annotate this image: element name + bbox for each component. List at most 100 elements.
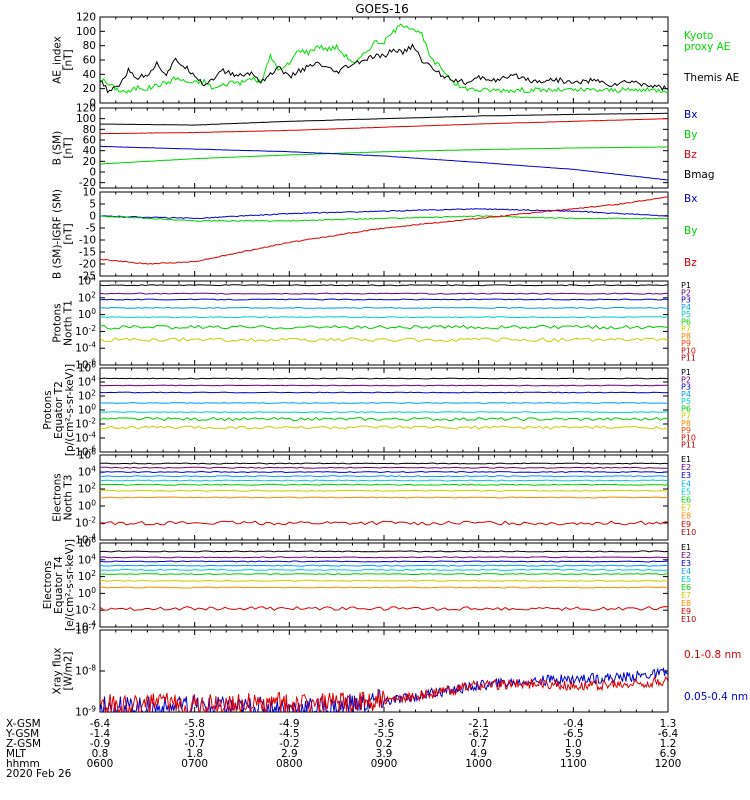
channel-label: E10 — [681, 528, 696, 537]
channel-label: E8 — [681, 512, 691, 521]
series-line-e6 — [100, 483, 668, 486]
series-line-p3 — [100, 391, 668, 394]
channel-label: P8 — [681, 332, 691, 341]
ephemeris-value: -0.7 — [184, 738, 205, 750]
channel-label: P1 — [681, 281, 691, 290]
ephemeris-value: 1000 — [465, 758, 492, 770]
ephemeris-value: 2.9 — [281, 748, 298, 760]
ephemeris-value: -5.8 — [184, 718, 205, 730]
ephemeris-row-label: X-GSM — [6, 718, 41, 730]
y-tick-label: 10-2 — [75, 516, 96, 530]
channel-label: E4 — [681, 479, 691, 488]
ephemeris-value: 0700 — [181, 758, 208, 770]
y-tick-label: -10 — [79, 235, 96, 247]
channel-label: E5 — [681, 487, 691, 496]
series-line-p2 — [100, 292, 668, 295]
y-axis-label: [p/(cm²-s-sr-keV)] — [64, 364, 76, 456]
figure-title: GOES-16 — [355, 2, 409, 16]
series-line-e7 — [100, 579, 668, 582]
legend-entry: Bx — [684, 109, 697, 121]
y-tick-label: 0 — [89, 211, 96, 223]
panel-frame — [99, 367, 669, 453]
series-line-e5 — [100, 479, 668, 482]
y-axis-label: Electrons — [52, 473, 64, 522]
series-line-e3 — [100, 560, 668, 563]
y-tick-label: -20 — [79, 177, 96, 189]
ephemeris-value: 5.9 — [565, 748, 582, 760]
channel-label: P1 — [681, 368, 691, 377]
y-tick-label: 10-4 — [75, 431, 96, 445]
series-line-p5 — [100, 411, 668, 414]
channel-label: E6 — [681, 496, 691, 505]
series-line-p6 — [100, 324, 668, 330]
y-axis-label: AE_index — [52, 36, 64, 84]
series-line-p4 — [100, 402, 668, 404]
y-axis-label: Protons — [42, 390, 54, 429]
channel-label: P3 — [681, 296, 691, 305]
ephemeris-row-label: hhmm — [6, 758, 40, 770]
ephemeris-value: -6.4 — [90, 718, 111, 730]
y-tick-label: 10-9 — [75, 705, 96, 719]
series-line-p5 — [100, 316, 668, 319]
ephemeris-row-label: Z-GSM — [6, 738, 41, 750]
y-tick-label: 104 — [78, 274, 96, 288]
series-line-e9 — [100, 606, 668, 611]
channel-label: E1 — [681, 455, 691, 464]
y-tick-label: -20 — [79, 259, 96, 271]
ephemeris-value: -0.9 — [90, 738, 111, 750]
series-line-e2 — [100, 556, 668, 559]
ephemeris-value: -2.1 — [468, 718, 489, 730]
y-tick-label: 60 — [83, 55, 96, 67]
ephemeris-value: 1.2 — [660, 738, 677, 750]
legend-entry: Bmag — [684, 169, 715, 181]
y-tick-label: 100 — [76, 113, 96, 125]
series-group — [100, 112, 668, 181]
ephemeris-value: -6.4 — [658, 728, 679, 740]
y-tick-label: 104 — [78, 552, 96, 566]
series-group — [100, 377, 668, 430]
y-tick-label: 10-2 — [75, 324, 96, 338]
series-line-e5 — [100, 568, 668, 571]
channel-label: E9 — [681, 520, 691, 529]
series-group — [100, 23, 668, 94]
y-tick-label: 40 — [83, 145, 96, 157]
series-group — [100, 284, 668, 343]
y-tick-label: -15 — [79, 247, 96, 259]
y-tick-label: 20 — [83, 83, 96, 95]
y-tick-label: 102 — [78, 569, 96, 583]
legend-entry: Bx — [684, 193, 697, 205]
legend-entry: By — [684, 129, 697, 141]
ephemeris-value: -4.5 — [279, 728, 300, 740]
y-tick-label: 10 — [83, 187, 96, 199]
y-tick-label: 106 — [78, 448, 96, 462]
legend-entry: Bz — [684, 257, 697, 269]
series-line-bx — [100, 208, 668, 220]
y-tick-label: 0 — [89, 167, 96, 179]
y-tick-label: 104 — [78, 465, 96, 479]
channel-label: P4 — [681, 303, 691, 312]
series-line-e8 — [100, 496, 668, 499]
series-line-e9 — [100, 520, 668, 526]
y-axis-label: Equator T2 — [53, 381, 65, 439]
channel-label: P9 — [681, 426, 691, 435]
y-tick-label: 5 — [89, 199, 96, 211]
channel-label: E10 — [681, 615, 696, 624]
panel-frame — [99, 191, 669, 277]
y-axis-label: North T3 — [63, 475, 75, 521]
legend-entry: 0.1-0.8 nm — [684, 649, 741, 661]
series-line-e6 — [100, 573, 668, 576]
ephemeris-row-label: 2020 Feb 26 — [6, 768, 72, 780]
series-line-kyoto-proxy-ae — [100, 23, 668, 94]
channel-label: P10 — [681, 433, 696, 442]
y-tick-label: 102 — [78, 389, 96, 403]
series-line-by — [100, 214, 668, 222]
ephemeris-row-label: Y-GSM — [5, 728, 39, 740]
y-tick-label: 80 — [83, 40, 96, 52]
ephemeris-value: -0.4 — [563, 718, 584, 730]
ephemeris-value: 1.8 — [186, 748, 203, 760]
ephemeris-value: 1.3 — [660, 718, 677, 730]
y-axis-label: [W/m2] — [63, 651, 75, 690]
